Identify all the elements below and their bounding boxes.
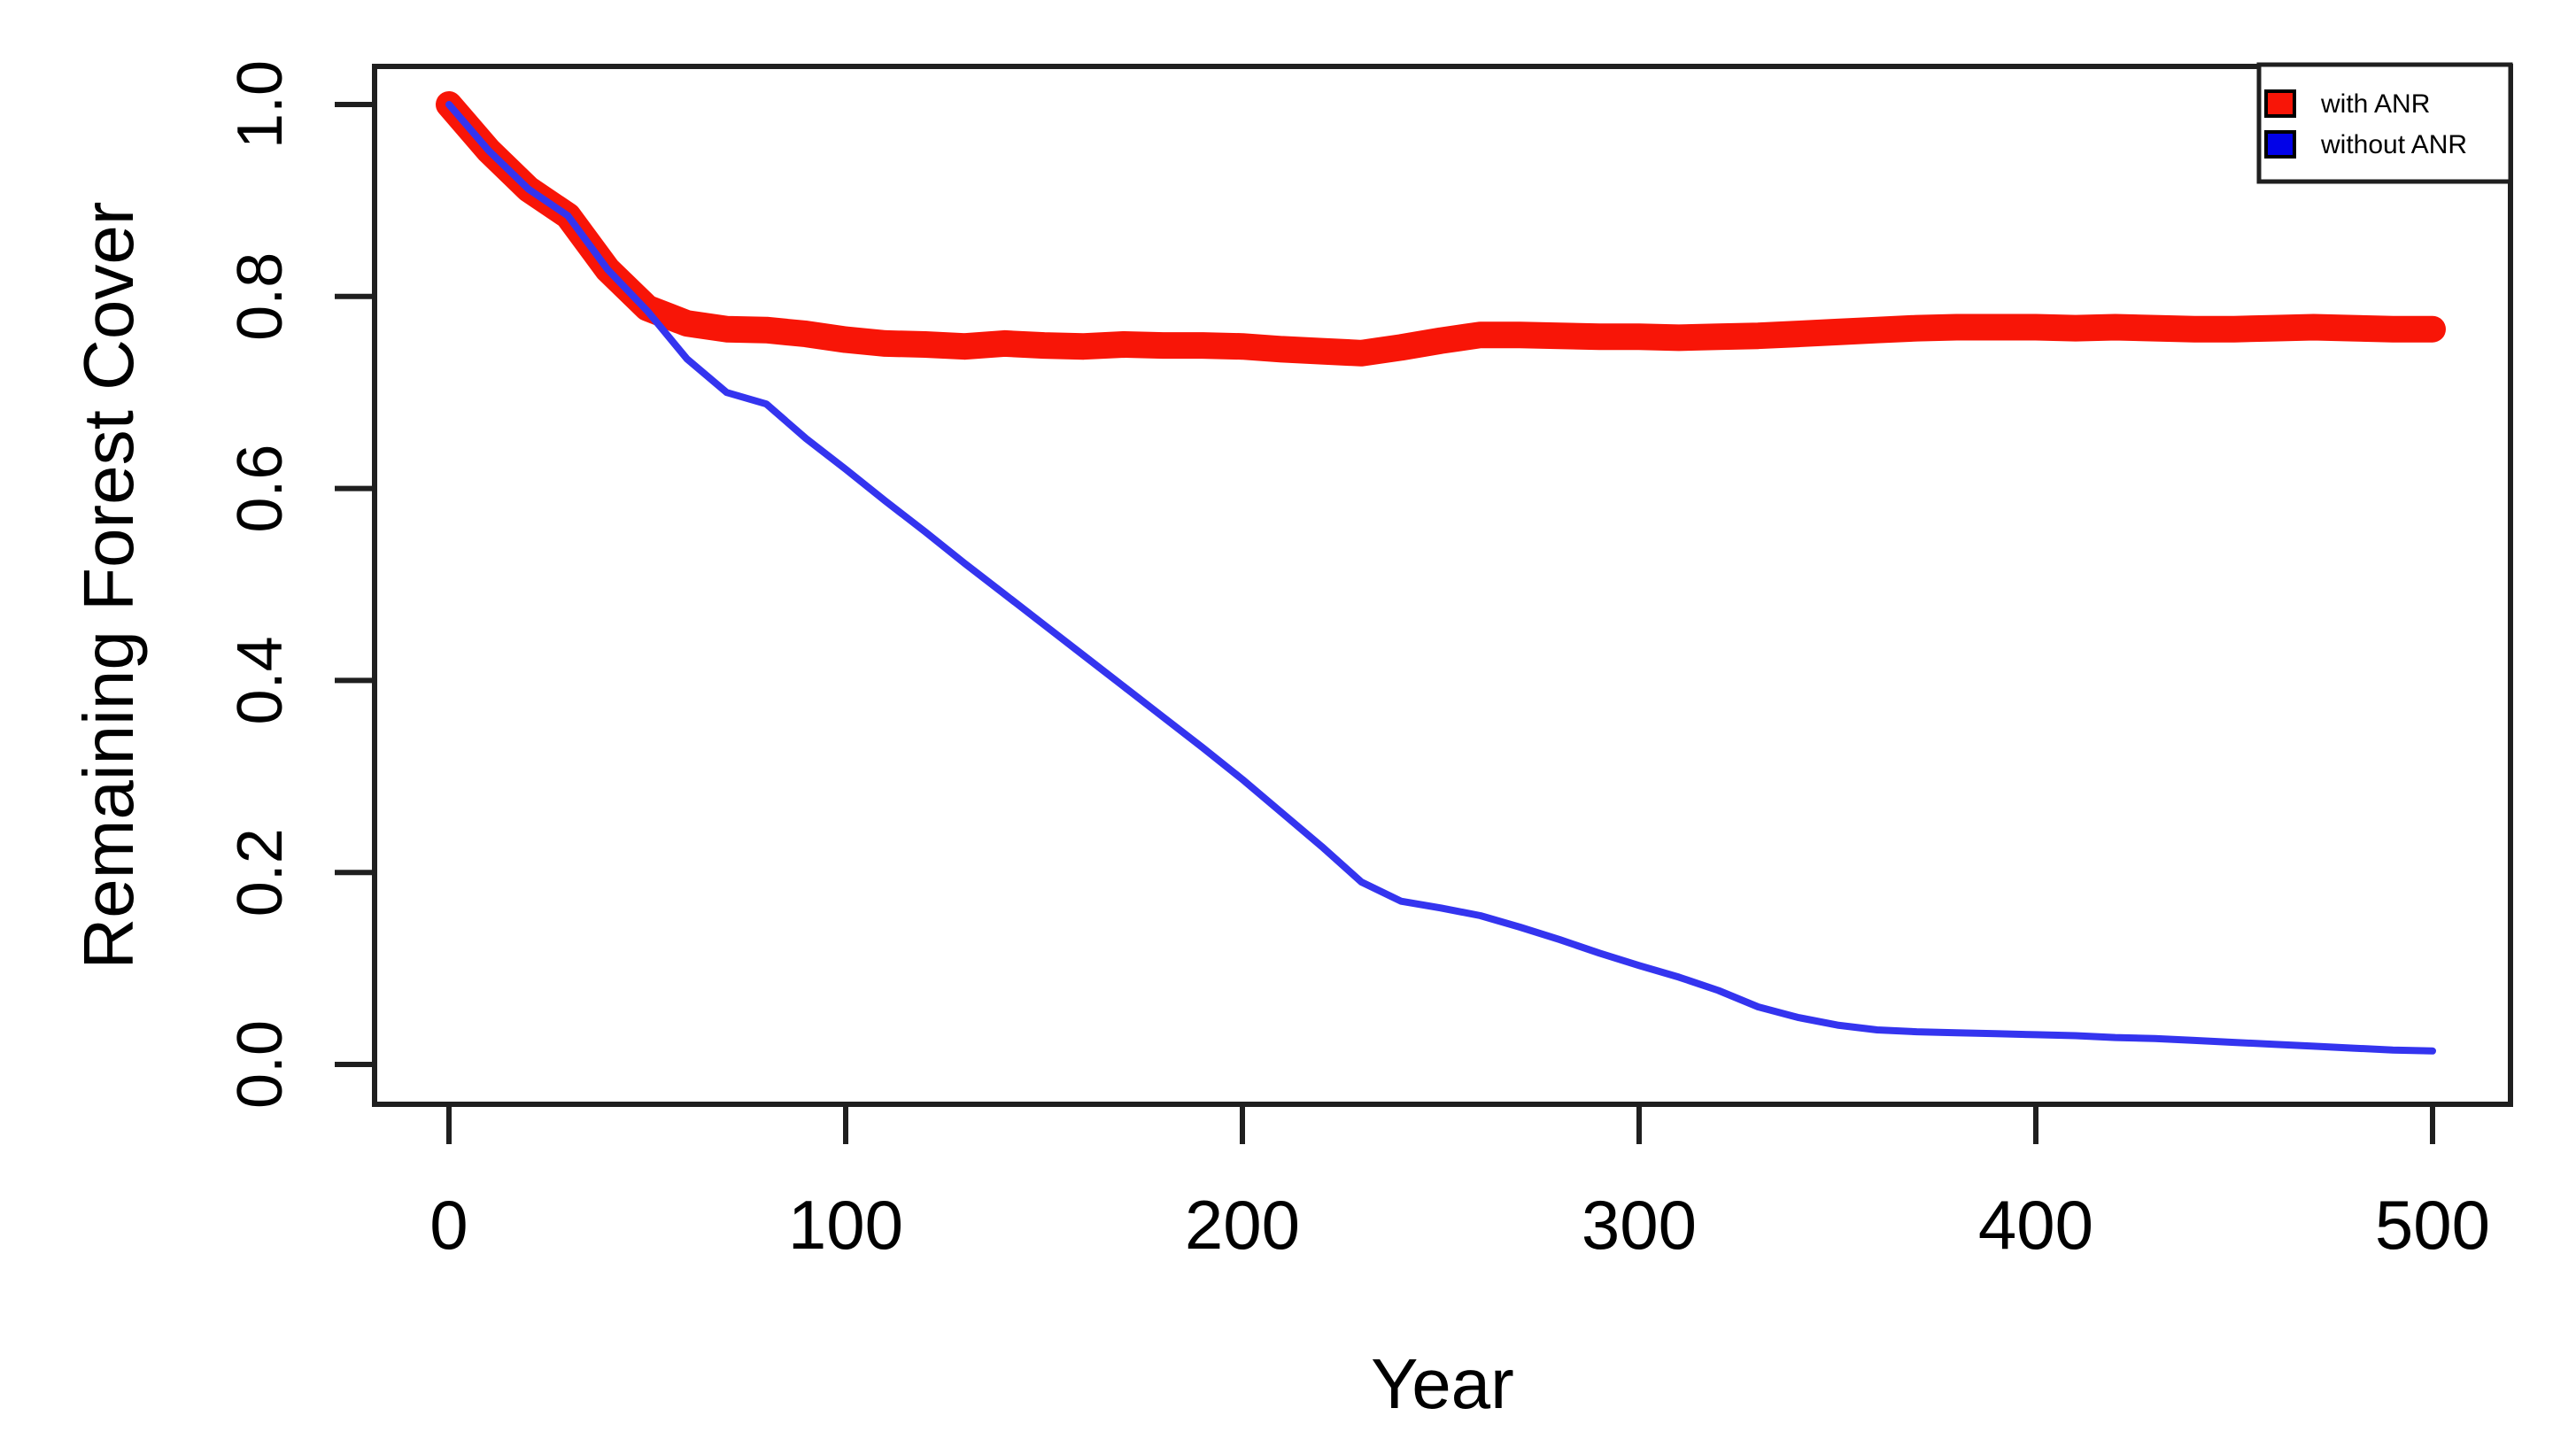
x-tick-label: 500 [2375,1186,2490,1264]
x-axis-title: Year [1371,1344,1514,1423]
y-tick-label: 0.0 [225,1020,296,1109]
legend: with ANR without ANR [2256,62,2513,184]
x-tick-label: 100 [788,1186,903,1264]
legend-label: with ANR [2320,89,2430,119]
plot-frame [372,64,2513,1107]
y-tick-label: 0.2 [225,828,296,917]
x-tick-label: 200 [1185,1186,1300,1264]
series-line-with-anr [436,91,2446,367]
x-axis: 0 100 200 300 400 500 [429,1104,2490,1264]
y-tick-label: 0.6 [225,445,296,533]
y-tick-label: 1.0 [225,60,296,149]
legend-swatch-with-anr [2264,89,2296,118]
legend-swatch-without-anr [2264,130,2296,159]
x-tick-label: 400 [1978,1186,2093,1264]
series-line-without-anr [445,101,2436,1055]
x-tick-label: 0 [429,1186,468,1264]
y-tick-label: 0.4 [225,636,296,724]
x-tick-label: 300 [1582,1186,1697,1264]
y-axis: 0.0 0.2 0.4 0.6 0.8 1.0 [225,60,375,1109]
legend-box [2256,62,2513,184]
series-lines [436,91,2446,1055]
legend-label: without ANR [2320,130,2467,159]
y-tick-label: 0.8 [225,252,296,341]
y-axis-title: Remaining Forest Cover [69,202,148,970]
